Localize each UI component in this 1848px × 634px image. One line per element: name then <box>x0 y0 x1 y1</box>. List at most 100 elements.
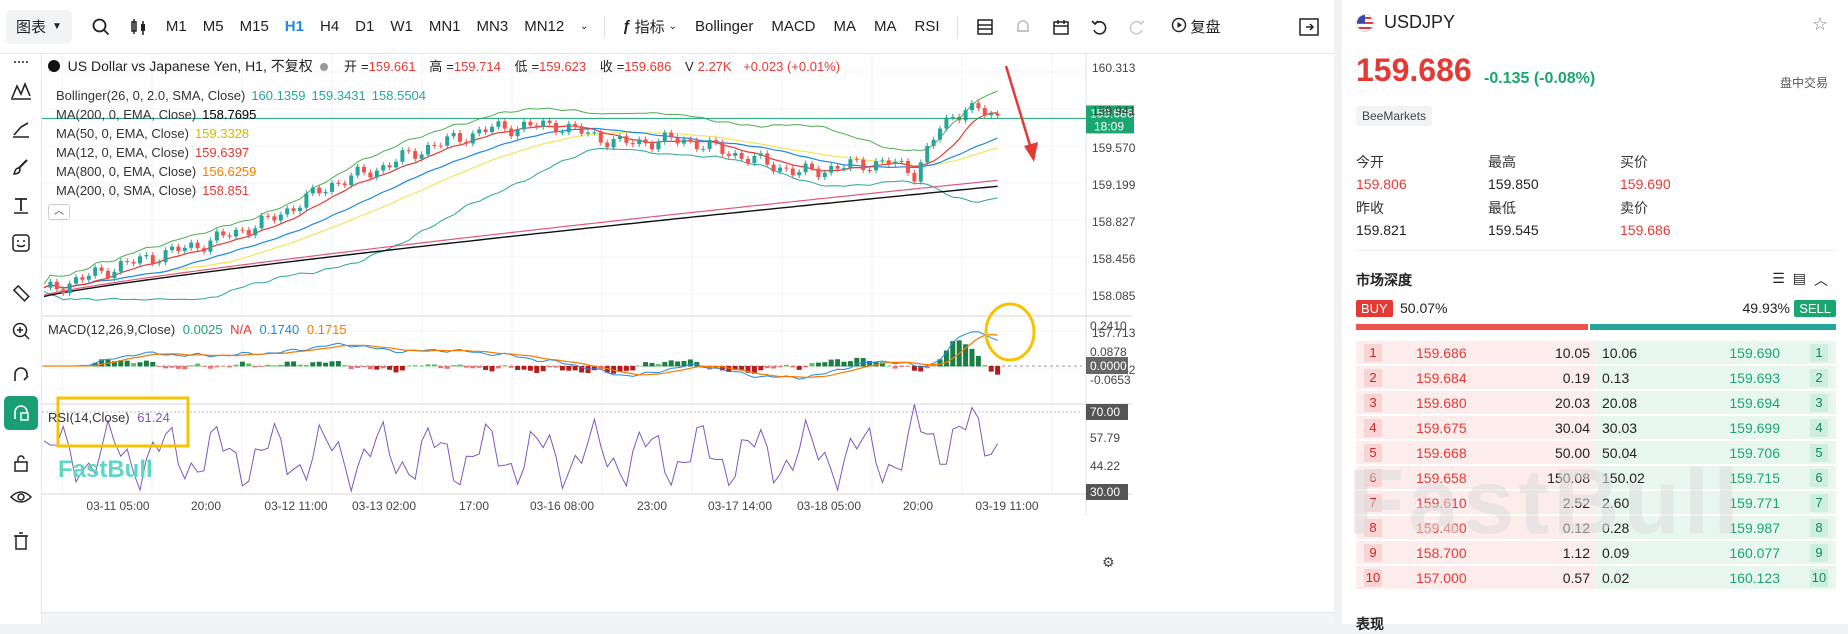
brush-tool-icon[interactable] <box>4 150 38 184</box>
emoji-tool-icon[interactable] <box>4 226 38 260</box>
indicator-shortcut-macd-1[interactable]: MACD <box>771 18 816 35</box>
lock-icon[interactable] <box>4 446 38 480</box>
order-book-row[interactable]: 10 157.000 0.57 0.02 160.123 10 <box>1356 565 1836 590</box>
panel-gutter <box>1334 0 1342 624</box>
candle-body <box>342 183 347 186</box>
trash-icon[interactable] <box>4 524 38 558</box>
bid-bg <box>1356 541 1596 564</box>
timeframe-m1[interactable]: M1 <box>165 18 187 35</box>
candle-body <box>330 182 334 192</box>
timeframe-m5[interactable]: M5 <box>202 18 224 35</box>
search-icon[interactable] <box>82 10 120 44</box>
book-view-icon[interactable]: ▤ <box>1792 270 1806 286</box>
indicator-legend-row[interactable]: MA(50, 0, EMA, Close) 159.3328 <box>56 126 249 141</box>
candle-body <box>816 168 821 178</box>
timeframe-m15[interactable]: M15 <box>239 18 269 35</box>
timeframe-more-chevron-icon[interactable]: ⌄ <box>580 21 589 32</box>
macd-histogram-bar <box>297 364 303 367</box>
drawing-mode-icon[interactable] <box>4 396 38 430</box>
macd-histogram-bar <box>521 366 527 370</box>
indicator-legend-row[interactable]: MA(200, 0, SMA, Close) 158.851 <box>56 183 249 198</box>
exit-fullscreen-icon[interactable] <box>1290 10 1328 44</box>
timeframe-h4[interactable]: H4 <box>319 18 340 35</box>
macd-histogram-bar <box>118 360 124 367</box>
candle-body <box>253 228 258 236</box>
order-book-row[interactable]: 1 159.686 10.05 10.06 159.690 1 <box>1356 340 1836 365</box>
indicator-shortcut-bollinger-0[interactable]: Bollinger <box>694 18 754 35</box>
candle-body <box>406 150 411 152</box>
indicator-legend-row[interactable]: Bollinger(26, 0, 2.0, SMA, Close) 160.135… <box>56 88 426 103</box>
timeframe-mn1[interactable]: MN1 <box>428 18 461 35</box>
order-book-row[interactable]: 6 159.658 150.08 150.02 159.715 6 <box>1356 465 1836 490</box>
candle-body <box>797 172 802 176</box>
candle-body <box>579 126 584 134</box>
candlestick-icon[interactable] <box>120 10 158 44</box>
indicator-legend-row[interactable]: MA(12, 0, EMA, Close) 159.6397 <box>56 145 249 160</box>
macd-histogram-bar <box>591 366 597 371</box>
magnet-tool-icon[interactable] <box>4 358 38 392</box>
toolbar-divider <box>956 15 958 38</box>
chart-settings-gear-icon[interactable]: ⚙ <box>1102 554 1115 570</box>
price-chart-canvas[interactable]: 159.68618:09160.313159.941159.570159.199… <box>42 54 1334 624</box>
candle-body <box>726 153 731 156</box>
candle-body <box>150 255 155 264</box>
us-flag-icon <box>1356 13 1374 32</box>
order-book-row[interactable]: 7 159.610 2.52 2.60 159.771 7 <box>1356 490 1836 515</box>
redo-icon[interactable] <box>1118 10 1156 44</box>
macd-histogram-bar <box>751 366 757 374</box>
indicator-shortcut-ma-3[interactable]: MA <box>874 18 897 35</box>
order-book-row[interactable]: 3 159.680 20.03 20.08 159.694 3 <box>1356 390 1836 415</box>
list-view-icon[interactable]: ☰ <box>1772 270 1785 286</box>
crosshair-tool-icon[interactable] <box>4 54 38 70</box>
collapse-legend-button[interactable]: ︿ <box>48 204 70 220</box>
quote-stat: 昨收 159.821 <box>1356 198 1407 238</box>
order-book-row[interactable]: 4 159.675 30.04 30.03 159.699 4 <box>1356 415 1836 440</box>
order-book-row[interactable]: 2 159.684 0.19 0.13 159.693 2 <box>1356 365 1836 390</box>
line-pattern-tool-icon[interactable] <box>4 74 38 108</box>
indicator-shortcut-ma-2[interactable]: MA <box>833 18 857 35</box>
candle-body <box>93 267 98 276</box>
zoom-in-icon[interactable] <box>4 314 38 348</box>
ruler-tool-icon[interactable] <box>4 276 38 310</box>
price-axis-label: 158.827 <box>1092 215 1136 229</box>
macd-histogram-bar <box>553 366 559 368</box>
chart-type-select[interactable]: 图表 ▼ <box>6 9 72 44</box>
macd-histogram-bar <box>175 366 181 369</box>
order-book-row[interactable]: 9 158.700 1.12 0.09 160.077 9 <box>1356 540 1836 565</box>
layout-icon[interactable] <box>966 10 1004 44</box>
visibility-eye-icon[interactable] <box>4 480 38 514</box>
chart-area[interactable]: 159.686 18:09 160.313 159.941 159.570 159.199… <box>42 54 1334 624</box>
calendar-icon[interactable] <box>1042 10 1080 44</box>
timeframe-h1[interactable]: H1 <box>284 18 304 35</box>
macd-histogram-bar <box>335 361 341 367</box>
timeframe-mn12[interactable]: MN12 <box>524 18 565 35</box>
rsi-axis-label: 30.00 <box>1090 485 1120 499</box>
timeframe-w1[interactable]: W1 <box>390 18 413 35</box>
timeframe-mn3[interactable]: MN3 <box>476 18 509 35</box>
candle-body <box>285 208 290 215</box>
indicator-button[interactable]: ƒ 指标 ⌄ <box>613 10 686 44</box>
favorite-star-icon[interactable]: ☆ <box>1811 14 1828 34</box>
indicator-legend-row[interactable]: MA(800, 0, EMA, Close) 156.6259 <box>56 164 256 179</box>
candle-body <box>349 175 354 186</box>
macd-histogram-bar <box>937 359 943 367</box>
order-book: 1 159.686 10.05 10.06 159.690 1 2 159.684 0.19 0.… <box>1356 340 1836 590</box>
candle-body <box>938 128 942 140</box>
timeframe-d1[interactable]: D1 <box>355 18 375 35</box>
order-book-row[interactable]: 5 159.668 50.00 50.04 159.706 5 <box>1356 440 1836 465</box>
collapse-chevron-icon[interactable]: ︿ <box>1814 272 1828 288</box>
replay-button[interactable]: 复盘 <box>1162 10 1230 44</box>
undo-icon[interactable] <box>1080 10 1118 44</box>
macd-histogram-bar <box>918 366 924 372</box>
ask-bg <box>1596 366 1836 389</box>
order-book-row[interactable]: 8 159.400 0.12 0.28 159.987 8 <box>1356 515 1836 540</box>
text-tool-icon[interactable] <box>4 188 38 222</box>
indicator-legend-row[interactable]: MA(200, 0, EMA, Close) 158.7695 <box>56 107 256 122</box>
chart-scrollbar[interactable] <box>42 612 1334 624</box>
trend-line-tool-icon[interactable] <box>4 112 38 146</box>
indicator-shortcut-rsi-4[interactable]: RSI <box>914 18 940 35</box>
macd-histogram-bar <box>764 366 770 369</box>
alert-bell-icon[interactable] <box>1004 10 1042 44</box>
candle-body <box>310 187 315 194</box>
price-change: -0.135 (-0.08%) <box>1484 70 1595 88</box>
